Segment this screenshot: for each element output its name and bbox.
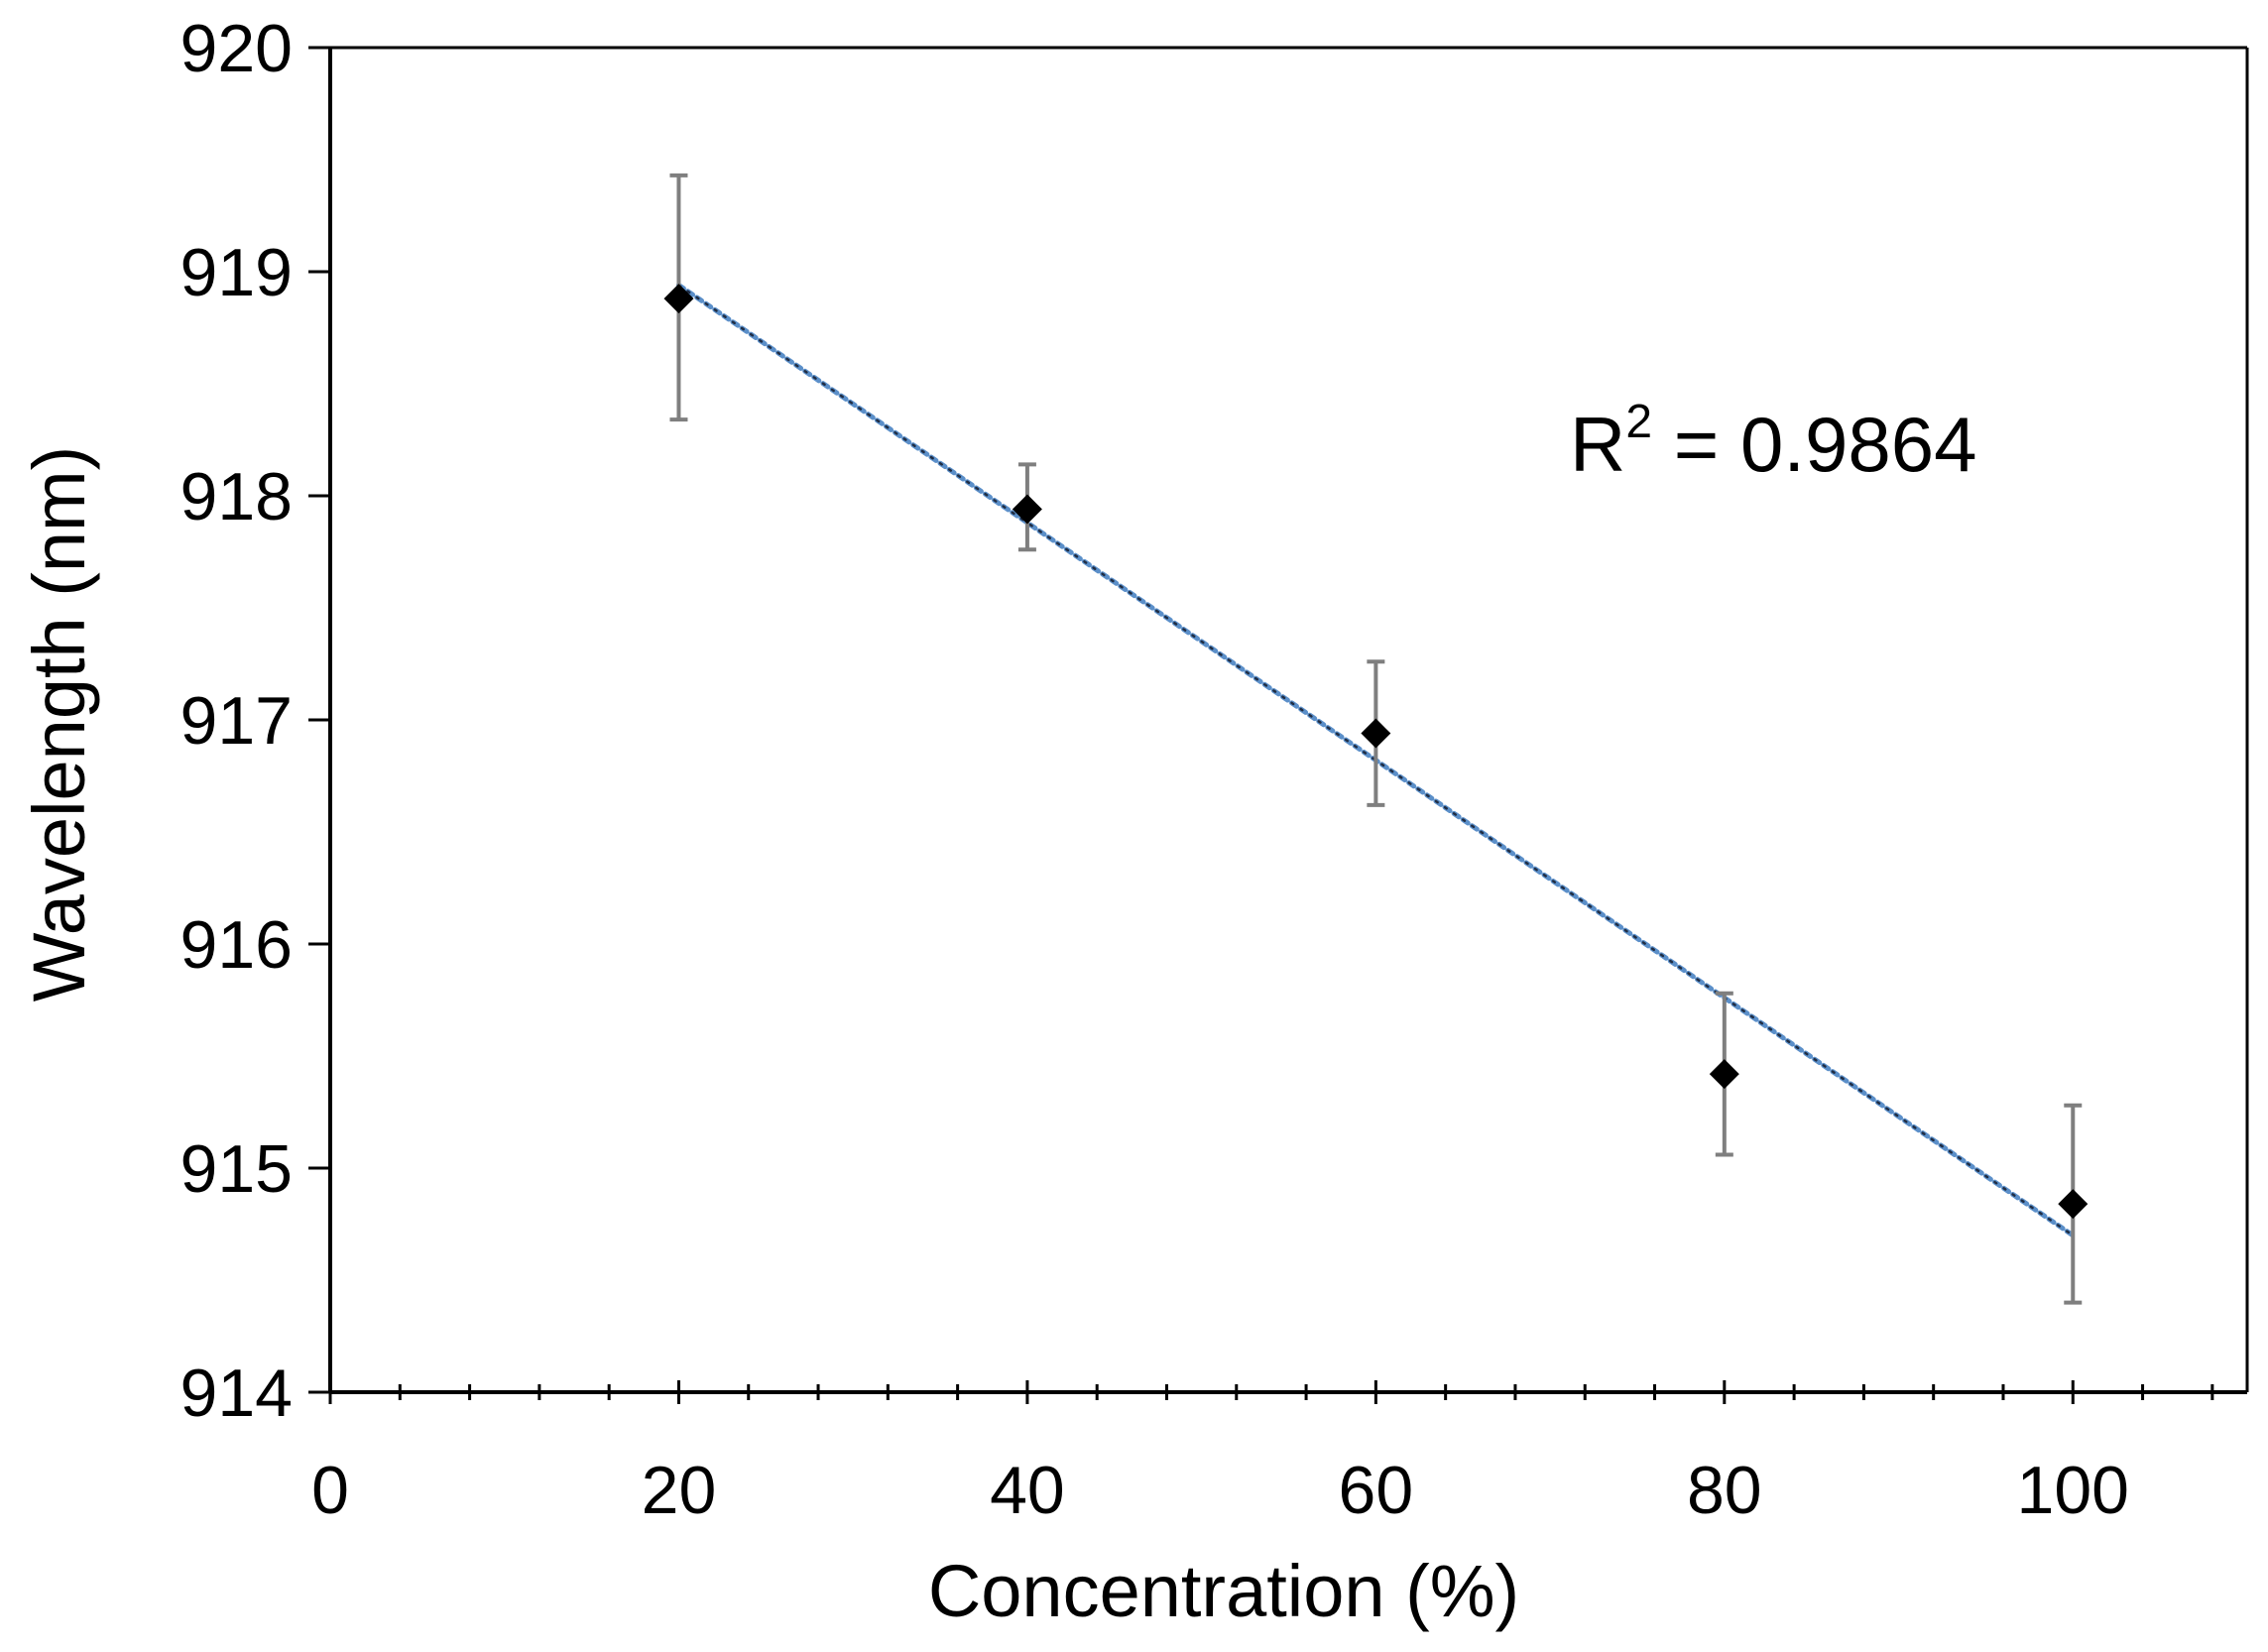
x-axis-ticks xyxy=(328,1380,2214,1404)
y-tick-label: 920 xyxy=(180,11,293,86)
x-tick-label: 80 xyxy=(1687,1453,1762,1528)
y-axis-ticks xyxy=(308,46,330,1394)
y-tick-label: 919 xyxy=(180,235,293,310)
data-point-marker xyxy=(2058,1189,2089,1220)
data-point-marker xyxy=(1361,718,1391,749)
y-tick-label: 917 xyxy=(180,683,293,759)
r-squared-prefix: R xyxy=(1570,401,1625,488)
data-point-marker xyxy=(1012,494,1042,525)
r-squared-value: = 0.9864 xyxy=(1652,401,1976,488)
axes-frame xyxy=(328,46,2249,1394)
x-tick-label: 40 xyxy=(990,1453,1065,1528)
trendline-dots xyxy=(677,284,2075,1238)
x-tick-label: 20 xyxy=(642,1453,717,1528)
y-tick-label: 915 xyxy=(180,1131,293,1207)
x-axis-title: Concentration (%) xyxy=(928,1550,1519,1632)
y-tick-label: 914 xyxy=(180,1356,293,1431)
y-tick-label: 918 xyxy=(180,459,293,534)
data-point-marker xyxy=(663,284,694,314)
y-axis-tick-labels: 914 915 916 917 918 919 920 xyxy=(180,11,293,1431)
y-axis-title: Wavelength (nm) xyxy=(18,446,100,1003)
x-tick-label: 60 xyxy=(1339,1453,1414,1528)
r-squared-superscript: 2 xyxy=(1625,396,1652,448)
x-tick-label: 100 xyxy=(2017,1453,2129,1528)
r-squared-annotation: R2 = 0.9864 xyxy=(1570,396,1977,488)
y-tick-label: 916 xyxy=(180,907,293,983)
data-point-marker xyxy=(1709,1059,1739,1090)
x-axis-tick-labels: 0 20 40 60 80 100 xyxy=(311,1453,2129,1528)
x-tick-label: 0 xyxy=(311,1453,349,1528)
marker-layer xyxy=(663,284,2089,1220)
